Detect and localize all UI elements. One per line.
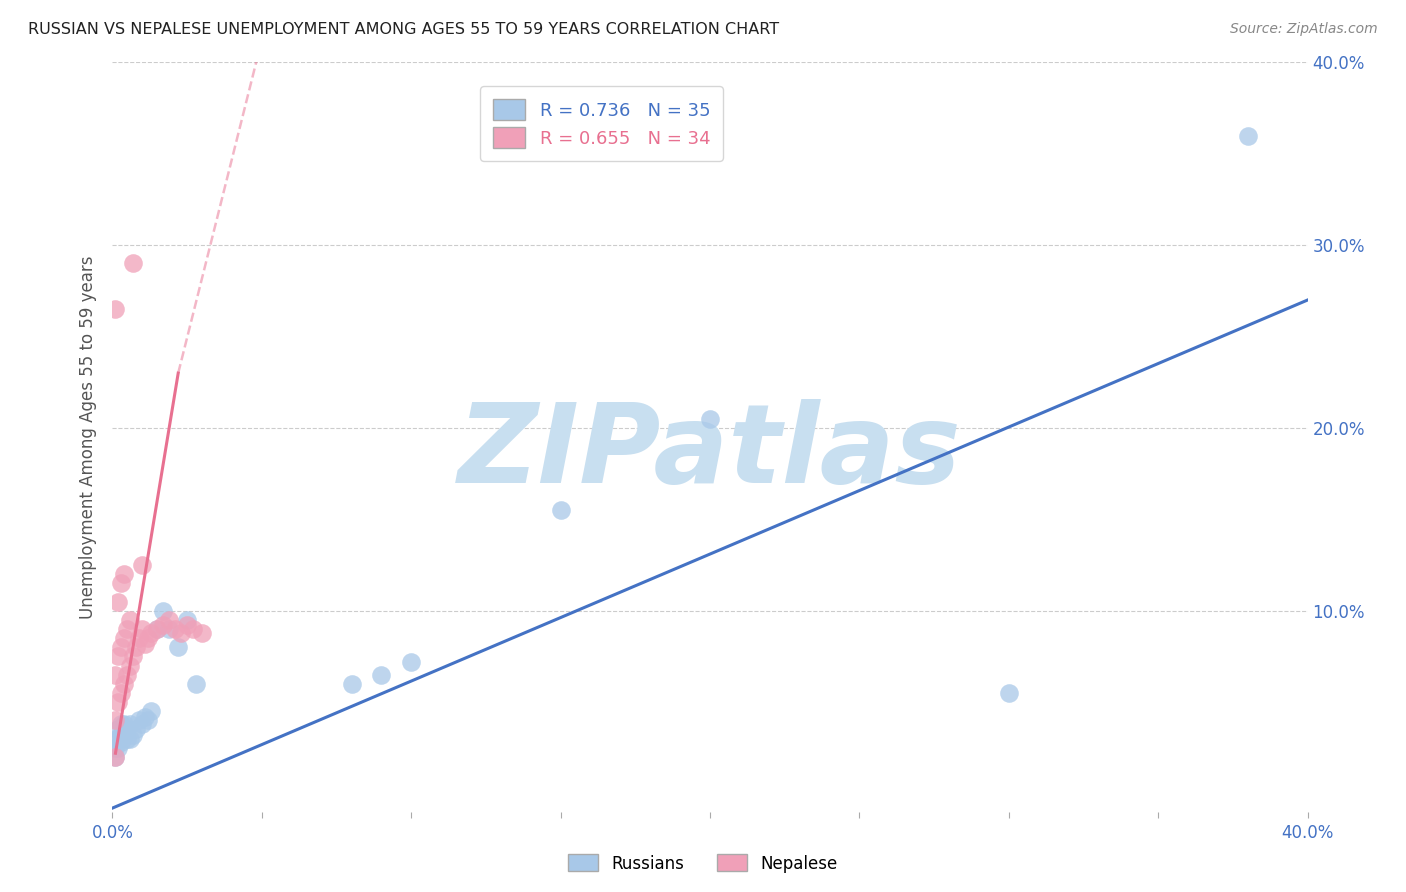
Point — [107, 723, 129, 737]
Point — [104, 667, 127, 681]
Point — [998, 686, 1021, 700]
Point — [176, 618, 198, 632]
Point — [122, 728, 145, 742]
Point — [152, 618, 174, 632]
Point — [146, 622, 169, 636]
Point — [134, 709, 156, 723]
Point — [120, 717, 142, 731]
Point — [110, 576, 132, 591]
Point — [1237, 128, 1260, 143]
Y-axis label: Unemployment Among Ages 55 to 59 years: Unemployment Among Ages 55 to 59 years — [79, 255, 97, 619]
Point — [122, 256, 145, 270]
Legend: Russians, Nepalese: Russians, Nepalese — [561, 847, 845, 880]
Point — [107, 594, 129, 608]
Point — [104, 714, 127, 728]
Point — [370, 667, 392, 681]
Point — [107, 731, 129, 746]
Point — [104, 750, 127, 764]
Point — [401, 655, 423, 669]
Point — [117, 622, 139, 636]
Point — [120, 658, 142, 673]
Point — [191, 625, 214, 640]
Point — [138, 714, 160, 728]
Point — [125, 723, 148, 737]
Point — [104, 750, 127, 764]
Point — [138, 631, 160, 645]
Point — [104, 731, 127, 746]
Point — [104, 740, 127, 755]
Point — [117, 731, 139, 746]
Point — [114, 567, 135, 582]
Point — [146, 622, 169, 636]
Point — [114, 728, 135, 742]
Point — [141, 625, 163, 640]
Point — [141, 704, 163, 718]
Point — [107, 695, 129, 709]
Point — [114, 631, 135, 645]
Point — [152, 604, 174, 618]
Text: Source: ZipAtlas.com: Source: ZipAtlas.com — [1230, 22, 1378, 37]
Text: RUSSIAN VS NEPALESE UNEMPLOYMENT AMONG AGES 55 TO 59 YEARS CORRELATION CHART: RUSSIAN VS NEPALESE UNEMPLOYMENT AMONG A… — [28, 22, 779, 37]
Point — [340, 677, 363, 691]
Point — [125, 640, 148, 655]
Point — [114, 677, 135, 691]
Point — [117, 667, 139, 681]
Point — [134, 637, 156, 651]
Point — [110, 640, 132, 655]
Text: ZIPatlas: ZIPatlas — [458, 399, 962, 506]
Point — [110, 686, 132, 700]
Point — [181, 622, 204, 636]
Point — [170, 625, 193, 640]
Point — [128, 714, 150, 728]
Point — [122, 649, 145, 664]
Point — [131, 622, 153, 636]
Point — [110, 717, 132, 731]
Point — [120, 613, 142, 627]
Point — [110, 735, 132, 749]
Point — [110, 728, 132, 742]
Legend: R = 0.736   N = 35, R = 0.655   N = 34: R = 0.736 N = 35, R = 0.655 N = 34 — [479, 87, 723, 161]
Point — [699, 412, 721, 426]
Point — [157, 622, 180, 636]
Point — [131, 717, 153, 731]
Point — [165, 622, 187, 636]
Point — [120, 731, 142, 746]
Point — [186, 677, 208, 691]
Point — [167, 640, 190, 655]
Point — [176, 613, 198, 627]
Point — [114, 717, 135, 731]
Point — [128, 631, 150, 645]
Point — [107, 649, 129, 664]
Point — [550, 503, 572, 517]
Point — [104, 302, 127, 317]
Point — [107, 740, 129, 755]
Point — [117, 723, 139, 737]
Point — [131, 558, 153, 572]
Point — [157, 613, 180, 627]
